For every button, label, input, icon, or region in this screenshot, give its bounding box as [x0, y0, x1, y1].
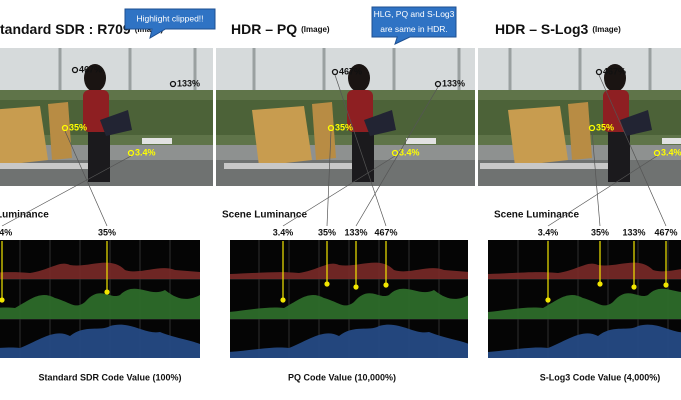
luminance-label: 467% [374, 227, 397, 237]
leader-line [282, 155, 396, 227]
marker-dot [545, 297, 551, 303]
axis-label: Standard SDR Code Value (100%) [38, 372, 181, 382]
photo-marker [588, 124, 596, 132]
marker-dot [353, 284, 359, 290]
luminance-label: 3.4% [0, 227, 12, 237]
histogram [0, 240, 200, 358]
photo-label: 133% [177, 78, 200, 88]
marker-dot [663, 282, 669, 288]
photo-label: 35% [69, 122, 87, 132]
photo-marker [653, 149, 661, 157]
photo-marker [595, 68, 603, 76]
photo-label: 467% [79, 64, 102, 74]
marker-dot [0, 297, 5, 303]
panel-title: tandard SDR : R709 (Image) [0, 21, 163, 37]
photo-label: 3.4% [399, 147, 420, 157]
photo-label: 35% [596, 122, 614, 132]
photo [478, 48, 681, 186]
callout-box [371, 6, 457, 45]
photo-marker [391, 149, 399, 157]
callout-text: Highlight clipped!! [136, 13, 203, 23]
photo-marker [331, 68, 339, 76]
luminance-label: 35% [318, 227, 336, 237]
photo-label: 3.4% [135, 147, 156, 157]
luminance-label: 35% [591, 227, 609, 237]
luminance-title: Scene Luminance [494, 210, 579, 221]
luminance-label: 3.4% [538, 227, 559, 237]
leader-line [326, 130, 332, 227]
axis-label: PQ Code Value (10,000%) [288, 372, 396, 382]
title-note: (Image) [301, 25, 330, 34]
photo-marker [434, 80, 442, 88]
leader-line [334, 74, 387, 227]
marker-dot [280, 297, 286, 303]
photo-label: 467% [339, 66, 362, 76]
luminance-title: Luminance [0, 210, 49, 221]
leader-line [598, 74, 667, 227]
photo-marker [169, 80, 177, 88]
luminance-label: 35% [98, 227, 116, 237]
panel-title: HDR – S-Log3 (Image) [495, 21, 621, 37]
photo-label: 133% [442, 78, 465, 88]
title-note: (Image) [135, 25, 164, 34]
title-note: (Image) [592, 25, 621, 34]
leader-line [591, 130, 601, 227]
leader-line [547, 155, 658, 227]
marker-dot [631, 284, 637, 290]
callout-text: are same in HDR. [380, 24, 448, 34]
luminance-label: 467% [654, 227, 677, 237]
luminance-label: 133% [344, 227, 367, 237]
histogram [488, 240, 681, 358]
marker-dot [324, 281, 330, 287]
title-text: HDR – PQ [231, 21, 297, 37]
luminance-label: 3.4% [273, 227, 294, 237]
callout-box [124, 8, 216, 40]
leader-line [64, 130, 108, 227]
luminance-title: Scene Luminance [222, 210, 307, 221]
panel-title: HDR – PQ (Image) [231, 21, 330, 37]
title-text: tandard SDR : R709 [0, 21, 131, 37]
luminance-label: 133% [622, 227, 645, 237]
photo-marker [327, 124, 335, 132]
photo-label: 3.4% [661, 147, 681, 157]
callout-text: HLG, PQ and S-Log3 [374, 9, 455, 19]
photo-marker [71, 66, 79, 74]
marker-dot [597, 281, 603, 287]
leader-line [1, 155, 132, 227]
axis-label: S-Log3 Code Value (4,000%) [540, 372, 661, 382]
marker-dot [383, 282, 389, 288]
title-text: HDR – S-Log3 [495, 21, 589, 37]
marker-dot [104, 289, 110, 295]
photo-label: 467% [603, 66, 626, 76]
histogram [230, 240, 468, 358]
photo-label: 35% [335, 122, 353, 132]
leader-line [355, 86, 439, 227]
photo-marker [61, 124, 69, 132]
photo-marker [127, 149, 135, 157]
